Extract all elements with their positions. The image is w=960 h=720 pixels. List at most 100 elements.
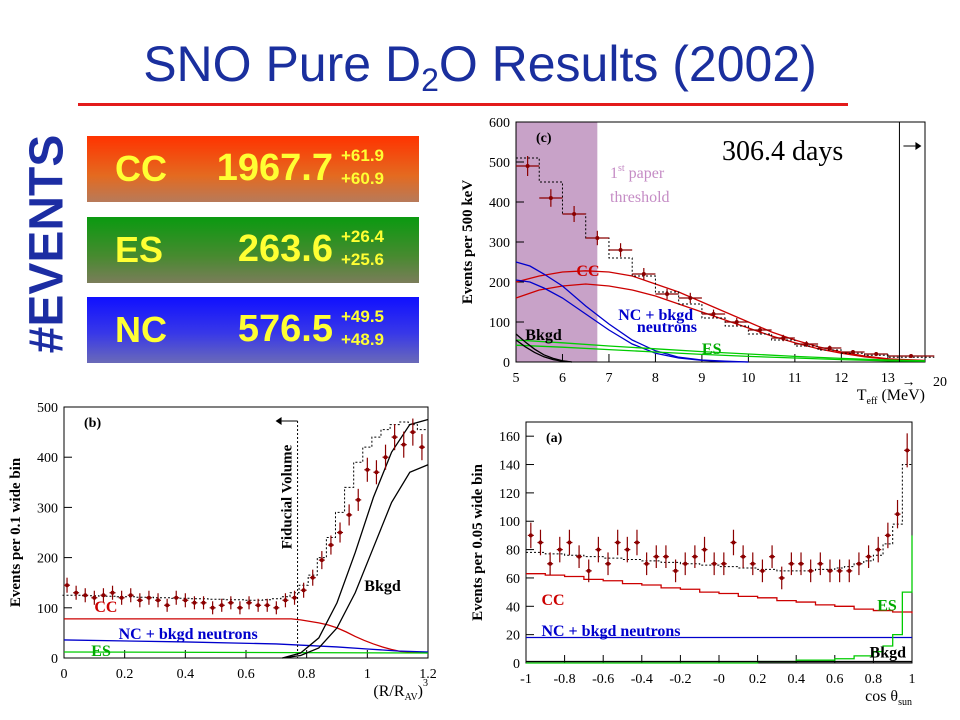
- data-point: [525, 164, 530, 168]
- series-label: ES: [91, 643, 111, 660]
- data-point: [365, 467, 370, 472]
- x-tick-label: -0: [713, 672, 725, 687]
- title-sub: 2: [421, 62, 439, 98]
- x-tick-label: 0.8: [865, 672, 883, 687]
- x-tick-label: -0.4: [631, 672, 653, 687]
- data-point: [557, 547, 562, 552]
- summary-name: ES: [115, 229, 164, 270]
- data-point: [247, 600, 252, 605]
- series-label: ES: [702, 341, 722, 358]
- data-point: [731, 540, 736, 545]
- x-axis-label-main: (R/R: [373, 683, 404, 700]
- data-point: [683, 561, 688, 566]
- panel-label: (a): [546, 431, 563, 446]
- x-axis-label-sub: sun: [898, 697, 912, 708]
- threshold-label: 1st paper: [610, 163, 665, 182]
- title-post: O Results (2002): [438, 36, 817, 92]
- title-pre: SNO Pure D: [143, 36, 422, 92]
- summary-err-up: +61.9: [341, 146, 385, 165]
- data-point: [702, 547, 707, 552]
- data-point: [410, 430, 415, 435]
- fiducial-arrow-head: [275, 417, 282, 425]
- series-curve-cc: [526, 573, 913, 614]
- y-tick-label: 100: [499, 515, 520, 530]
- threshold-line1b: paper: [625, 165, 665, 182]
- threshold-line2: threshold: [610, 189, 670, 206]
- data-point: [301, 588, 306, 593]
- data-point: [548, 561, 553, 566]
- summary-err-down: +48.9: [341, 330, 385, 349]
- summary-box-nc: NC 576.5 +49.5 +48.9: [87, 297, 419, 363]
- x-tick-label: 12: [834, 371, 848, 386]
- data-point: [237, 605, 242, 610]
- summary-value: 263.6: [237, 228, 333, 270]
- series-curve-es: [526, 535, 913, 664]
- data-point: [219, 603, 224, 608]
- x-axis-label: (R/RAV)3: [373, 678, 428, 703]
- x-axis-label: cos θsun: [865, 688, 912, 708]
- data-point: [665, 292, 670, 296]
- y-axis-label: Events per 0.1 wide bin: [8, 457, 24, 607]
- data-point: [856, 561, 861, 566]
- data-point: [654, 554, 659, 559]
- threshold-line1: 1: [610, 165, 618, 182]
- y-tick-label: 20: [506, 629, 520, 644]
- data-point: [758, 328, 763, 332]
- y-tick-label: 400: [37, 451, 58, 466]
- y-tick-label: 0: [513, 657, 520, 672]
- series-curve-bkgd-b: [282, 418, 429, 659]
- data-point: [210, 605, 215, 610]
- x-tick-label: 0.2: [749, 672, 767, 687]
- y-tick-label: 300: [37, 501, 58, 516]
- y-tick-label: 200: [489, 276, 510, 291]
- data-point: [741, 554, 746, 559]
- data-point: [905, 448, 910, 453]
- data-point: [383, 455, 388, 460]
- summary-name: CC: [115, 148, 167, 189]
- x-axis-label: Teff (MeV): [857, 387, 925, 407]
- x-axis-label-sup: 3: [423, 678, 428, 689]
- summary-value: 1967.7: [216, 147, 333, 189]
- data-point: [137, 598, 142, 603]
- summary-err-down: +25.6: [341, 250, 385, 269]
- x-axis-label-unit: (MeV): [877, 387, 925, 404]
- data-point: [577, 554, 582, 559]
- x-tick-label: 1: [909, 672, 916, 687]
- x-tick-label: 6: [559, 371, 566, 386]
- y-tick-label: 500: [489, 156, 510, 171]
- x-axis-label-main: T: [857, 387, 867, 404]
- series-label: NC + bkgd neutrons: [119, 626, 258, 643]
- data-point: [292, 595, 297, 600]
- summary-err-up: +26.4: [341, 227, 385, 246]
- data-point: [804, 342, 809, 346]
- data-point: [319, 558, 324, 563]
- data-point: [83, 593, 88, 598]
- data-point: [538, 540, 543, 545]
- data-point: [827, 346, 832, 350]
- x-tick-label: 0.4: [177, 667, 195, 682]
- data-point: [595, 236, 600, 240]
- data-point: [201, 600, 206, 605]
- series-label: neutrons: [637, 319, 697, 336]
- x-tick-label: 1.2: [419, 667, 437, 682]
- series-label: Bkgd: [364, 578, 401, 595]
- data-point: [618, 248, 623, 252]
- summary-err-up: +49.5: [341, 307, 385, 326]
- total-fit: [62, 421, 427, 601]
- data-point: [92, 595, 97, 600]
- data-point: [528, 533, 533, 538]
- x-axis-label-sub: eff: [867, 396, 879, 407]
- x-tick-label: 5: [513, 371, 520, 386]
- x-axis-label-main: cos θ: [865, 688, 898, 705]
- data-point: [110, 590, 115, 595]
- data-point: [256, 603, 261, 608]
- series-curve-es-b: [515, 344, 926, 362]
- data-point: [74, 590, 79, 595]
- data-point: [641, 272, 646, 276]
- y-tick-label: 100: [489, 316, 510, 331]
- data-point: [734, 320, 739, 324]
- data-point: [711, 312, 716, 316]
- y-tick-label: 100: [37, 602, 58, 617]
